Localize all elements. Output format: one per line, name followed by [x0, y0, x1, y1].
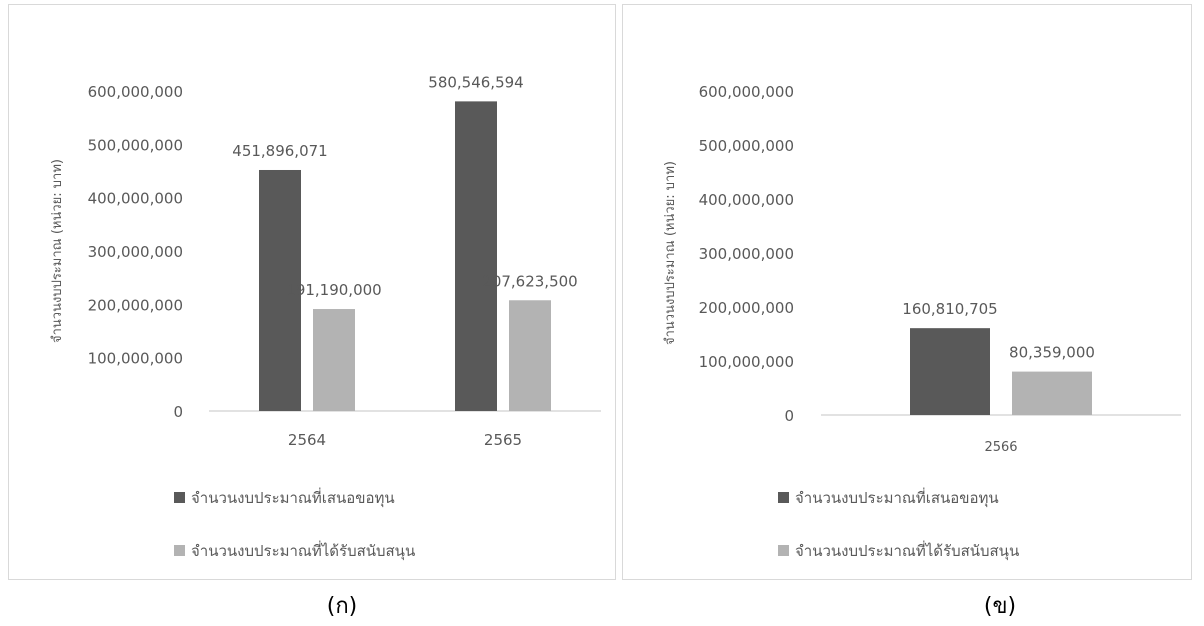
- chart-a-bar-proposed-2565: [455, 101, 497, 411]
- chart-b-legend-label-proposed: จำนวนงบประมาณที่เสนอขอทุน: [795, 487, 999, 508]
- chart-b-y-axis-title: จำนวนงบประมาณ (หน่วย: บาท): [663, 161, 678, 345]
- chart-b-y-tick-label: 100,000,000: [699, 353, 794, 371]
- chart-a-data-label: 191,190,000: [286, 281, 381, 299]
- chart-a-y-tick-label: 100,000,000: [88, 350, 183, 368]
- chart-b-y-tick-label: 0: [784, 407, 794, 425]
- chart-a-bar-approved-2564: [313, 309, 355, 411]
- chart-b-x-tick-label: 2566: [984, 440, 1017, 455]
- chart-b-y-tick-label: 500,000,000: [699, 137, 794, 155]
- chart-b-svg: จำนวนงบประมาณ (หน่วย: บาท) 0 100,000,000 20…: [663, 83, 1181, 561]
- chart-b-legend-swatch-proposed: [778, 492, 789, 503]
- chart-b-data-label: 80,359,000: [1009, 344, 1095, 362]
- chart-b-y-tick-label: 600,000,000: [699, 83, 794, 101]
- chart-a-data-label: 207,623,500: [482, 272, 577, 290]
- chart-panel-a: จำนวนงบประมาณ (หน่วย: บาท) 0 100,000,000 20…: [8, 4, 616, 580]
- chart-a-y-tick-label: 500,000,000: [88, 136, 183, 154]
- chart-a-bar-approved-2565: [509, 300, 551, 411]
- chart-panel-b: จำนวนงบประมาณ (หน่วย: บาท) 0 100,000,000 20…: [622, 4, 1192, 580]
- chart-b-bar-proposed-2566: [910, 328, 990, 415]
- chart-b-y-tick-label: 200,000,000: [699, 299, 794, 317]
- chart-a-svg: จำนวนงบประมาณ (หน่วย: บาท) 0 100,000,000 20…: [50, 73, 601, 561]
- chart-a-y-tick-label: 400,000,000: [88, 190, 183, 208]
- chart-a-legend-label-approved: จำนวนงบประมาณที่ได้รับสนับสนุน: [191, 540, 415, 561]
- chart-a-y-tick-label: 300,000,000: [88, 243, 183, 261]
- caption-a: (ก): [326, 594, 358, 619]
- chart-a-y-axis-title: จำนวนงบประมาณ (หน่วย: บาท): [50, 159, 65, 343]
- chart-a-legend-swatch-proposed: [174, 492, 185, 503]
- chart-a-y-tick-label: 200,000,000: [88, 296, 183, 314]
- chart-a-legend-swatch-approved: [174, 545, 185, 556]
- chart-a-bar-proposed-2564: [259, 169, 301, 411]
- chart-a-data-label: 580,546,594: [428, 73, 523, 91]
- chart-b-data-label: 160,810,705: [902, 300, 997, 318]
- chart-b-bar-approved-2566: [1012, 371, 1092, 415]
- chart-b-y-tick-label: 300,000,000: [699, 245, 794, 263]
- chart-a-data-label: 451,896,071: [232, 142, 327, 160]
- chart-b-legend-label-approved: จำนวนงบประมาณที่ได้รับสนับสนุน: [795, 540, 1019, 561]
- chart-b-y-tick-label: 400,000,000: [699, 191, 794, 209]
- chart-a-x-tick-label: 2564: [288, 431, 326, 449]
- chart-b-legend-swatch-approved: [778, 545, 789, 556]
- chart-a-y-tick-label: 600,000,000: [88, 83, 183, 101]
- chart-a-legend-label-proposed: จำนวนงบประมาณที่เสนอขอทุน: [191, 487, 395, 508]
- chart-a-y-tick-label: 0: [173, 403, 183, 421]
- chart-a-x-tick-label: 2565: [484, 431, 522, 449]
- caption-b: (ข): [983, 594, 1017, 619]
